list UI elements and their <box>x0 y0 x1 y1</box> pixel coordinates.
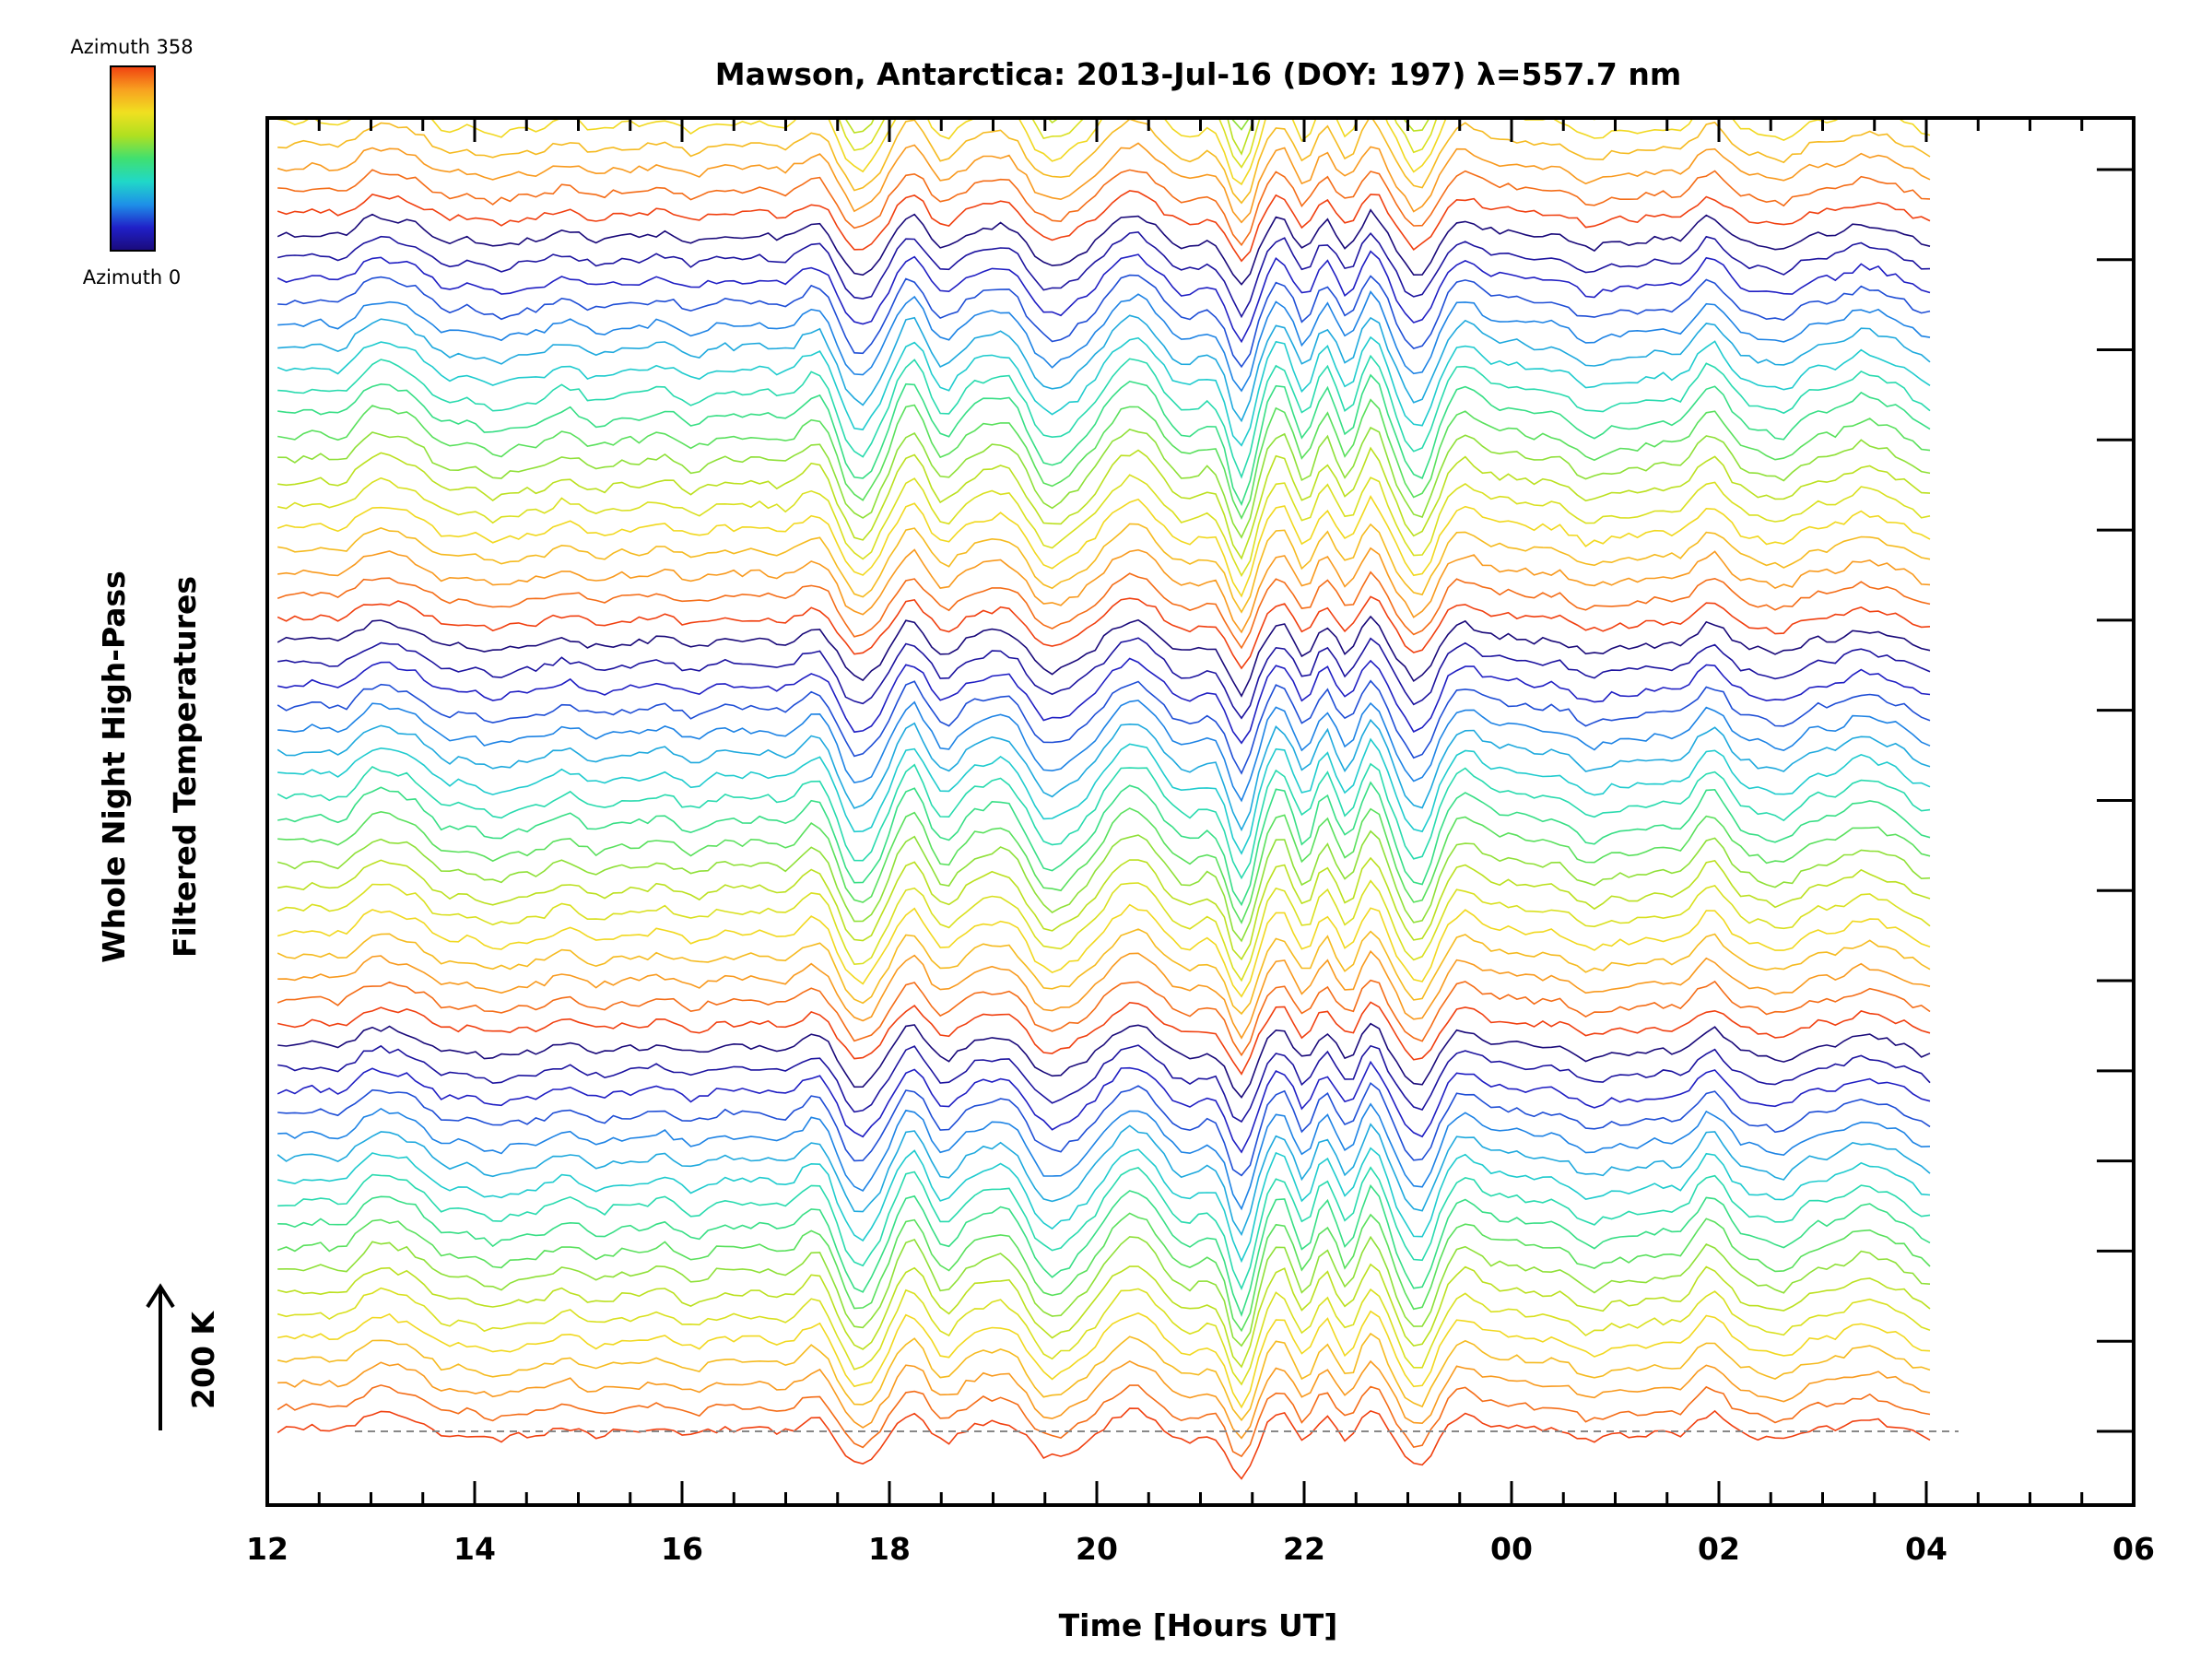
series-line <box>277 1022 1931 1100</box>
scale-bar <box>146 1283 175 1430</box>
y-axis-ticks <box>2097 168 2134 1433</box>
series-line <box>276 679 1931 775</box>
series-line <box>277 856 1931 961</box>
colorbar-bottom-label: Azimuth 0 <box>83 266 182 288</box>
series-line <box>277 0 1930 16</box>
series-line <box>277 290 1931 393</box>
series-line <box>277 274 1931 369</box>
colorbar <box>110 65 156 252</box>
x-tick-label: 16 <box>661 1531 703 1567</box>
colorbar-top-label: Azimuth 358 <box>70 36 193 58</box>
series-line <box>276 615 1931 698</box>
y-axis-label-line1: Whole Night High-Pass <box>96 571 132 963</box>
series-line <box>277 354 1931 479</box>
x-tick-label: 02 <box>1698 1531 1740 1567</box>
series-line <box>277 0 1930 42</box>
x-tick-label: 00 <box>1490 1531 1533 1567</box>
x-tick-label: 14 <box>453 1531 496 1567</box>
series-line <box>277 1310 1931 1409</box>
series-line <box>277 446 1931 560</box>
series-line <box>277 1332 1931 1422</box>
series-line <box>277 118 1931 186</box>
series-line <box>277 523 1931 614</box>
x-axis-label: Time [Hours UT] <box>1059 1607 1338 1643</box>
series-line <box>276 335 1931 447</box>
chart-title: Mawson, Antarctica: 2013-Jul-16 (DOY: 19… <box>715 56 1681 92</box>
series-line <box>277 547 1931 634</box>
series-line <box>277 169 1931 247</box>
series-line <box>277 426 1931 539</box>
series-line <box>277 1081 1931 1177</box>
series-line <box>276 879 1931 982</box>
series-line <box>276 142 1931 224</box>
series-line <box>277 1235 1931 1347</box>
series-line <box>277 373 1931 507</box>
series-line <box>277 1183 1931 1317</box>
series-line <box>276 1060 1931 1154</box>
series-line <box>277 781 1931 907</box>
series-line <box>277 398 1931 521</box>
series-line <box>276 928 1931 1016</box>
series-line <box>277 657 1931 745</box>
x-tick-label: 12 <box>246 1531 288 1567</box>
x-tick-label: 22 <box>1283 1531 1325 1567</box>
series-line <box>276 1407 1931 1480</box>
series-line <box>277 737 1931 855</box>
series-line <box>276 1123 1931 1237</box>
scale-bar-label: 200 K <box>185 1311 221 1409</box>
series-line <box>276 762 1931 880</box>
series-line <box>276 595 1931 670</box>
series-line <box>277 1102 1931 1211</box>
series-line <box>277 474 1931 578</box>
series-line <box>277 314 1931 423</box>
series-line <box>276 1287 1931 1386</box>
series-line <box>276 190 1931 263</box>
series-line <box>277 1359 1931 1440</box>
series-line <box>277 1263 1931 1369</box>
x-tick-labels: 12 14 16 18 20 22 00 02 04 06 <box>246 1531 2155 1567</box>
series-line <box>276 1384 1931 1458</box>
series-line <box>277 700 1931 803</box>
series-line <box>277 1001 1931 1076</box>
series-line <box>276 718 1931 832</box>
series-line <box>277 1166 1931 1291</box>
x-tick-label: 20 <box>1076 1531 1118 1567</box>
series-line <box>276 494 1931 598</box>
series-line <box>277 1147 1931 1264</box>
series-line <box>276 208 1931 286</box>
series-line <box>277 1044 1931 1124</box>
series-line <box>277 118 1931 205</box>
y-axis-label-line2: Filtered Temperatures <box>167 576 203 958</box>
series-line <box>276 250 1931 344</box>
series-line <box>277 807 1931 924</box>
series-line <box>276 571 1931 650</box>
series-line <box>277 830 1931 943</box>
x-tick-label: 18 <box>868 1531 911 1567</box>
series-line <box>276 903 1931 998</box>
series-line <box>277 637 1931 720</box>
series-line <box>276 979 1931 1057</box>
trace-lines <box>276 0 1931 1480</box>
series-line <box>276 1212 1931 1333</box>
series-line <box>277 230 1931 319</box>
series-line <box>277 949 1931 1040</box>
x-tick-label: 04 <box>1905 1531 1947 1567</box>
x-axis-ticks <box>265 118 2136 1505</box>
x-tick-label: 06 <box>2112 1531 2155 1567</box>
